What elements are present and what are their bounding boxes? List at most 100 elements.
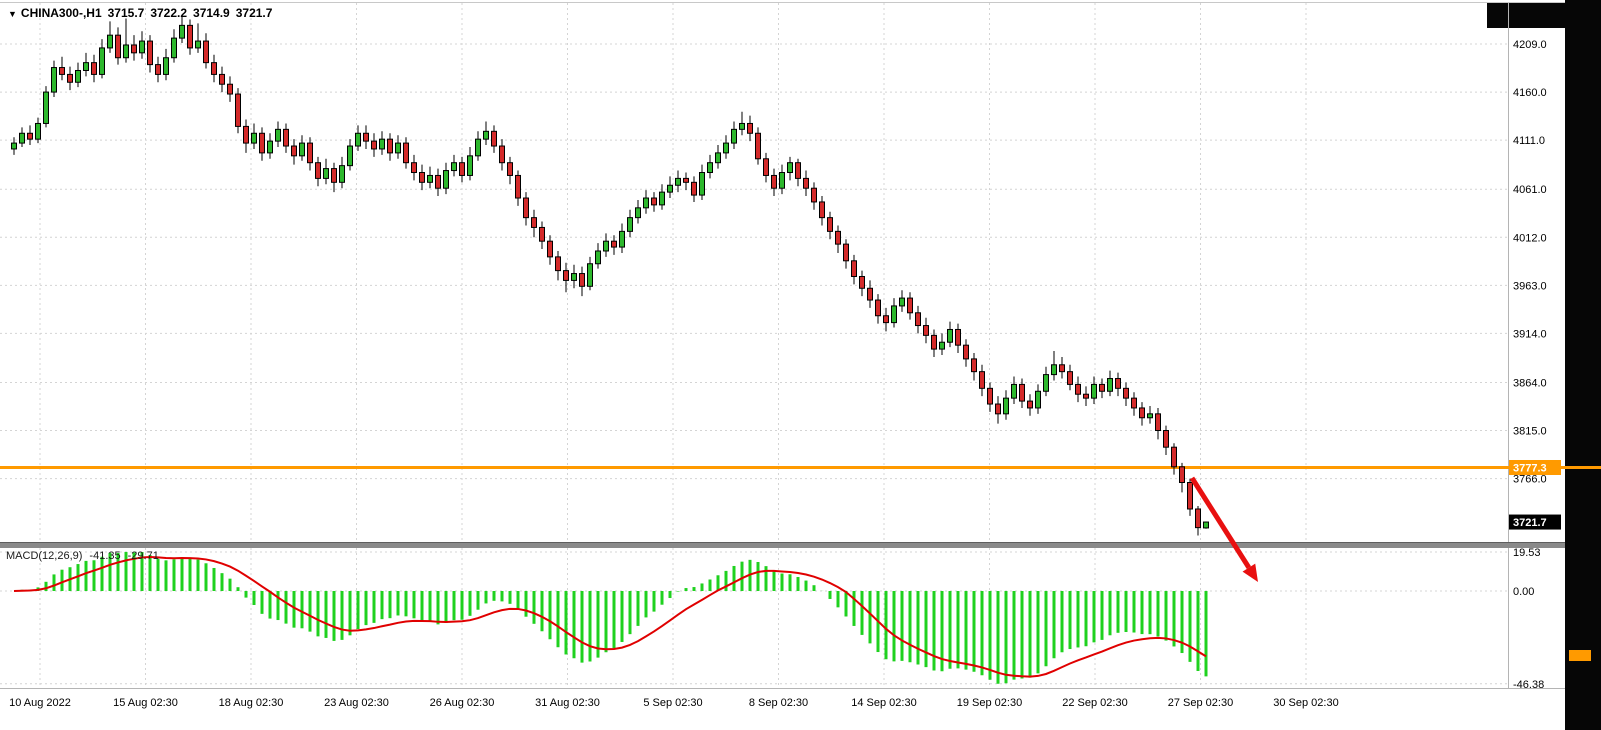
bull-candle <box>251 132 257 144</box>
bear-candle <box>859 275 865 289</box>
time-axis-label: 26 Aug 02:30 <box>430 697 495 709</box>
price-tick-label: 3914.0 <box>1513 328 1547 340</box>
macd-indicator-label: MACD(12,26,9) -41.35 -29.71 <box>6 550 166 562</box>
bear-candle <box>91 62 97 75</box>
bear-candle <box>611 240 617 248</box>
trend-arrow[interactable] <box>1189 476 1258 582</box>
bear-candle <box>243 125 249 144</box>
symbol-period-label: CHINA300-,H1 <box>20 6 102 20</box>
price-tick-label: 3963.0 <box>1513 280 1547 292</box>
bear-candle <box>1139 407 1145 419</box>
time-axis-label: 30 Sep 02:30 <box>1273 697 1338 709</box>
bear-candle <box>1059 364 1065 373</box>
bear-candle <box>1099 383 1105 392</box>
bear-candle <box>211 62 217 75</box>
trend-arrow-shaft[interactable] <box>1189 476 1252 569</box>
bull-candle <box>427 174 433 183</box>
bear-candle <box>371 140 377 150</box>
bull-candle <box>707 162 713 174</box>
bear-candle <box>763 158 769 176</box>
bull-candle <box>451 162 457 172</box>
bear-candle <box>331 168 337 183</box>
bull-candle <box>107 34 113 49</box>
bull-candle <box>715 152 721 164</box>
one-click-trading-arrow-icon[interactable]: ▼ <box>8 9 17 19</box>
bull-candle <box>699 172 705 196</box>
price-tick-label: 3766.0 <box>1513 474 1547 486</box>
bull-candle <box>627 217 633 232</box>
bull-candle <box>19 132 25 144</box>
trend-arrow-head[interactable] <box>1242 563 1258 582</box>
bear-candle <box>187 24 193 49</box>
bear-candle <box>1019 383 1025 402</box>
bull-candle <box>163 57 169 75</box>
bull-candle <box>123 44 129 59</box>
ohlc-close: 3721.7 <box>235 6 273 20</box>
bear-candle <box>995 403 1001 415</box>
bull-candle <box>43 91 49 124</box>
bear-candle <box>555 256 561 272</box>
bear-candle <box>235 93 241 127</box>
bear-candle <box>563 270 569 281</box>
bull-candle <box>1147 413 1153 419</box>
macd-value-main: -41.35 <box>89 550 121 562</box>
time-axis[interactable] <box>0 688 1565 730</box>
bear-candle <box>771 174 777 189</box>
pane-divider[interactable] <box>0 542 1565 548</box>
bull-candle <box>355 132 361 147</box>
bear-candle <box>1179 466 1185 484</box>
bull-candle <box>443 170 449 189</box>
macd-scale-label: 0.00 <box>1513 586 1534 598</box>
macd-value-signal: -29.71 <box>127 550 159 562</box>
bear-candle <box>1155 413 1161 432</box>
bear-candle <box>363 132 369 142</box>
macd-scale-label: 19.53 <box>1513 547 1541 559</box>
bear-candle <box>515 174 521 199</box>
time-axis-label: 27 Sep 02:30 <box>1168 697 1233 709</box>
bear-candle <box>1187 482 1193 510</box>
bear-candle <box>291 145 297 157</box>
bull-candle <box>891 305 897 324</box>
bull-candle <box>379 138 385 150</box>
bull-candle <box>195 40 201 49</box>
bull-candle <box>139 40 145 54</box>
macd-pane-plot-area[interactable] <box>0 548 1508 688</box>
bull-candle <box>1051 364 1057 376</box>
price-tick-label: 3815.0 <box>1513 426 1547 438</box>
time-axis-label: 31 Aug 02:30 <box>535 697 600 709</box>
ohlc-high: 3722.2 <box>150 6 188 20</box>
price-tag-orange-text: 3777.3 <box>1513 462 1547 474</box>
background-layer <box>1487 0 1601 730</box>
price-tick-label: 3864.0 <box>1513 377 1547 389</box>
bear-candle <box>835 230 841 245</box>
bull-candle <box>51 67 57 93</box>
bear-candle <box>963 344 969 360</box>
price-scale[interactable] <box>1508 3 1565 688</box>
bull-candle <box>947 328 953 343</box>
bear-candle <box>507 162 513 176</box>
bear-candle <box>827 217 833 232</box>
bear-candle <box>1083 393 1089 399</box>
bear-candle <box>987 387 993 405</box>
bull-candle <box>619 230 625 248</box>
macd-name: MACD(12,26,9) <box>6 550 83 562</box>
bull-candle <box>571 273 577 281</box>
bear-candle <box>819 201 825 219</box>
bear-candle <box>403 142 409 164</box>
bull-candle <box>667 184 673 193</box>
price-tick-label: 4160.0 <box>1513 87 1547 99</box>
bear-candle <box>811 187 817 203</box>
bull-candle <box>939 341 945 350</box>
price-tick-label: 4209.0 <box>1513 39 1547 51</box>
bull-candle <box>99 47 105 75</box>
bull-candle <box>787 162 793 174</box>
bear-candle <box>219 73 225 85</box>
main-chart-plot-area[interactable] <box>0 3 1508 542</box>
bear-candle <box>1067 371 1073 385</box>
bear-candle <box>435 174 441 189</box>
bull-candle <box>75 69 81 83</box>
bull-candle <box>347 145 353 167</box>
bear-candle <box>755 132 761 160</box>
